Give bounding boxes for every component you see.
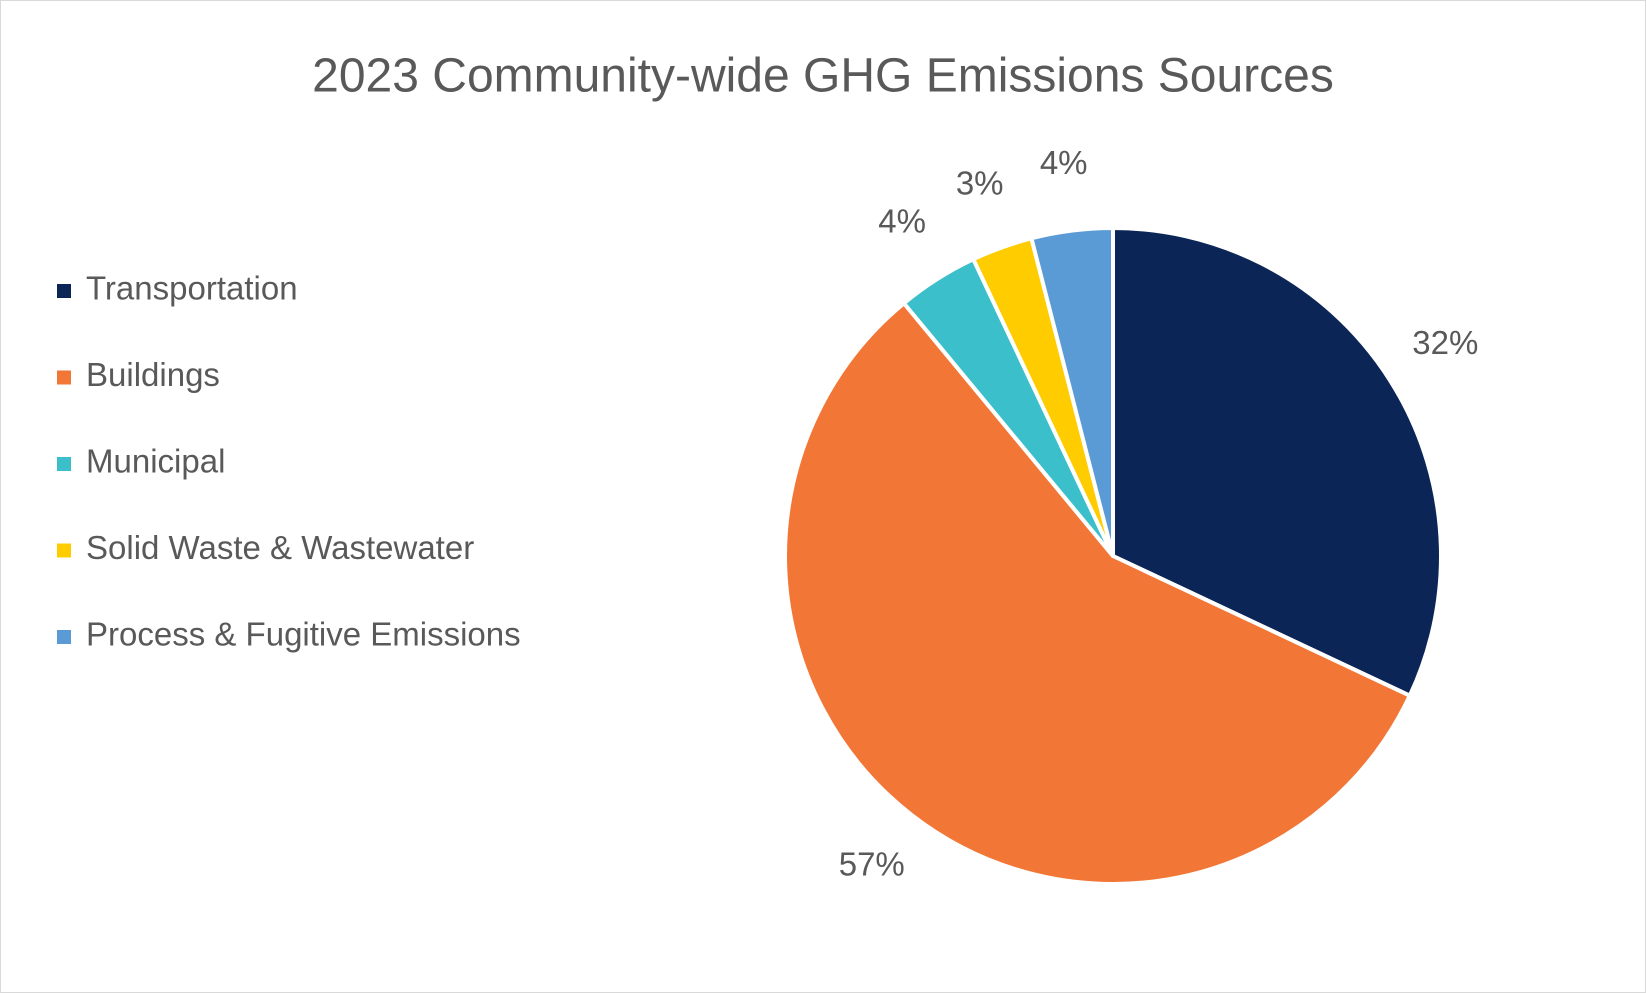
legend-label: Municipal xyxy=(86,443,225,480)
pie-slice xyxy=(1111,226,1443,698)
legend-label: Buildings xyxy=(86,356,220,393)
data-label: 3% xyxy=(956,164,1004,201)
legend-label: Process & Fugitive Emissions xyxy=(86,616,521,653)
legend-swatch xyxy=(57,370,71,385)
legend-swatch xyxy=(57,457,71,471)
data-label: 32% xyxy=(1412,324,1478,361)
legend-swatch xyxy=(57,284,71,298)
legend-swatch xyxy=(57,543,71,558)
legend-swatch xyxy=(57,630,71,644)
data-label: 57% xyxy=(839,846,905,883)
data-label: 4% xyxy=(878,202,926,239)
chart-title: 2023 Community-wide GHG Emissions Source… xyxy=(312,50,1334,103)
data-label: 4% xyxy=(1040,144,1088,181)
legend-label: Solid Waste & Wastewater xyxy=(86,529,474,566)
legend-label: Transportation xyxy=(86,270,298,307)
pie-slice xyxy=(783,301,1412,886)
pie-slice xyxy=(1029,226,1115,558)
